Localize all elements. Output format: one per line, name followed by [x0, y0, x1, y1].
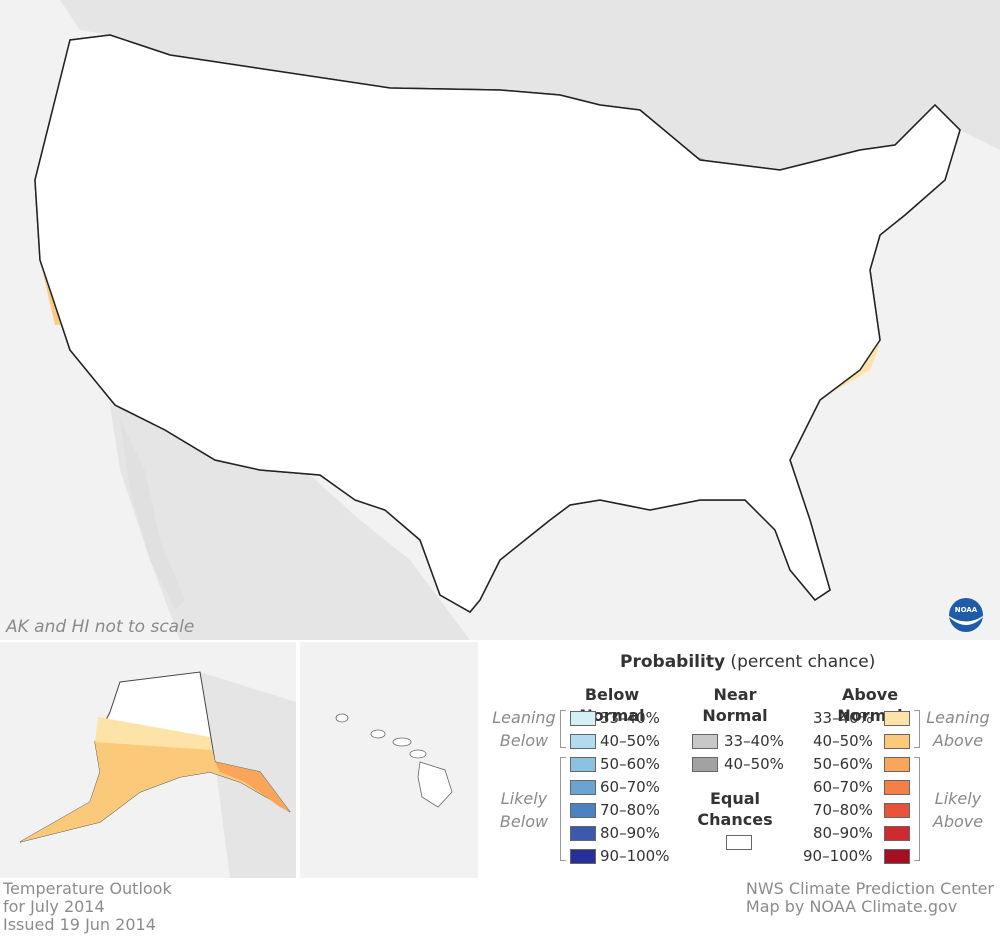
- caption-line-1: Temperature Outlook: [3, 879, 172, 898]
- swatch-near-40-50: [692, 757, 718, 772]
- leaning-below-label: Leaning Below: [492, 708, 556, 750]
- label-above-80-90: 80–90%: [813, 824, 873, 842]
- label-below-70-80: 70–80%: [600, 801, 660, 819]
- label-below-50-60: 50–60%: [600, 755, 660, 773]
- swatch-above-70-80: [884, 803, 910, 818]
- credit-line-2: Map by NOAA Climate.gov: [745, 897, 958, 916]
- legend: Probability (percent chance) Below Norma…: [480, 642, 1000, 878]
- hawaii-islands: [335, 713, 453, 808]
- leaning-above-label: Leaning Above: [926, 708, 990, 750]
- label-below-60-70: 60–70%: [600, 778, 660, 796]
- swatch-below-80-90: [570, 826, 596, 841]
- hawaii-inset: [300, 642, 478, 878]
- caption-line-2: for July 2014: [3, 897, 105, 916]
- baja-land: [120, 420, 185, 610]
- swatch-above-60-70: [884, 780, 910, 795]
- swatch-below-90-100: [570, 849, 596, 864]
- label-below-90-100: 90–100%: [600, 847, 670, 865]
- swatch-above-50-60: [884, 757, 910, 772]
- label-below-80-90: 80–90%: [600, 824, 660, 842]
- near-normal-heading: Near Normal: [702, 685, 768, 725]
- label-above-90-100: 90–100%: [803, 847, 873, 865]
- svg-text:NOAA: NOAA: [955, 606, 978, 614]
- outlook-caption: Temperature Outlook for July 2014 Issued…: [3, 880, 172, 934]
- leaning-below-bracket: [560, 710, 566, 748]
- legend-title: Probability (percent chance): [620, 652, 876, 672]
- noaa-logo: NOAA: [949, 598, 983, 632]
- swatch-above-40-50: [884, 734, 910, 749]
- label-near-40-50: 40–50%: [724, 755, 784, 773]
- swatch-above-90-100: [884, 849, 910, 864]
- label-above-50-60: 50–60%: [813, 755, 873, 773]
- conus-map: AK and HI not to scale: [0, 0, 1000, 640]
- credit-caption: NWS Climate Prediction Center Map by NOA…: [746, 880, 994, 916]
- label-above-60-70: 60–70%: [813, 778, 873, 796]
- leaning-above-bracket: [914, 710, 920, 748]
- alaska-inset: [0, 642, 296, 878]
- swatch-below-60-70: [570, 780, 596, 795]
- swatch-below-33-40: [570, 711, 596, 726]
- likely-below-bracket: [560, 757, 566, 861]
- swatch-above-33-40: [884, 711, 910, 726]
- likely-above-label: Likely Above: [932, 789, 984, 831]
- credit-line-1: NWS Climate Prediction Center: [745, 879, 994, 898]
- likely-below-label: Likely Below: [499, 789, 549, 831]
- swatch-below-70-80: [570, 803, 596, 818]
- scale-note: AK and HI not to scale: [5, 617, 194, 637]
- label-above-33-40: 33–40%: [813, 709, 873, 727]
- swatch-above-80-90: [884, 826, 910, 841]
- swatch-near-33-40: [692, 734, 718, 749]
- canada-land: [60, 0, 1000, 170]
- likely-above-bracket: [914, 757, 920, 861]
- label-above-70-80: 70–80%: [813, 801, 873, 819]
- label-above-40-50: 40–50%: [813, 732, 873, 750]
- swatch-below-40-50: [570, 734, 596, 749]
- swatch-below-50-60: [570, 757, 596, 772]
- label-near-33-40: 33–40%: [724, 732, 784, 750]
- alaska-panhandle-above: [215, 762, 290, 812]
- swatch-equal-chances: [726, 835, 752, 850]
- caption-line-3: Issued 19 Jun 2014: [3, 915, 156, 934]
- label-below-33-40: 33–40%: [600, 709, 660, 727]
- equal-chances-heading: Equal Chances: [697, 789, 773, 829]
- mexico-land: [110, 405, 470, 640]
- label-below-40-50: 40–50%: [600, 732, 660, 750]
